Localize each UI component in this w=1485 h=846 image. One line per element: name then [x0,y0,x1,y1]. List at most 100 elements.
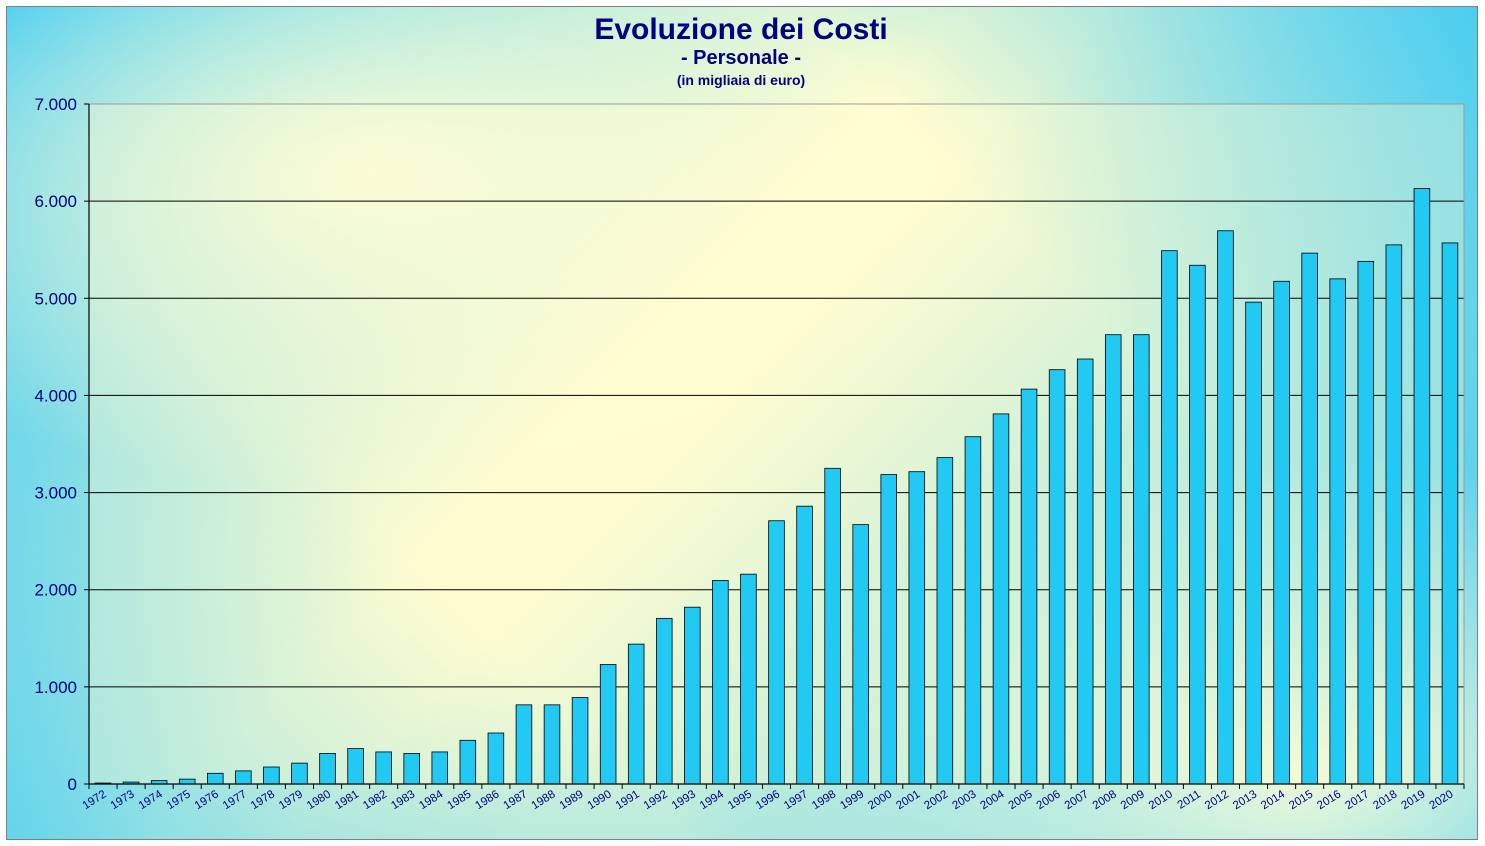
bar-2001 [908,471,926,785]
x-tick-label: 2017 [1343,788,1371,812]
bar-2003 [964,436,982,785]
x-tick-label: 2015 [1287,788,1315,812]
x-tick-label: 1993 [670,788,698,812]
bar-2014 [1273,280,1290,785]
y-tick-label: 5.000 [34,289,77,308]
x-tick-label: 2009 [1119,788,1147,812]
bar-1976 [207,772,224,785]
y-tick-label: 6.000 [34,192,77,211]
x-tick-label: 1986 [473,788,501,812]
x-tick-label: 1976 [193,788,221,812]
bar-2012 [1217,230,1234,785]
bar-1999 [852,524,869,785]
bar-1994 [712,580,729,785]
bar-1978 [263,766,280,785]
x-tick-label: 2004 [979,788,1008,812]
x-tick-label: 1989 [558,788,586,812]
x-tick-label: 1972 [81,788,109,812]
bar-1986 [487,732,505,785]
x-tick-label: 1992 [642,788,670,812]
bar-1998 [824,467,841,785]
x-tick-label: 2010 [1147,788,1175,812]
bar-1990 [599,664,617,785]
bar-1979 [291,762,308,785]
x-tick-label: 1987 [501,788,529,812]
x-tick-label: 1997 [782,788,810,812]
x-tick-label: 2019 [1399,788,1427,812]
y-tick-label: 4.000 [34,386,77,405]
x-tick-label: 1985 [445,788,473,812]
x-tick-label: 1995 [726,788,754,812]
x-tick-label: 1977 [221,788,249,812]
y-tick-label: 7.000 [34,95,77,114]
bar-chart: Evoluzione dei Costi - Personale - (in m… [34,13,1465,812]
x-tick-label: 1982 [361,788,389,812]
x-tick-label: 2014 [1259,788,1288,812]
x-tick-label: 1984 [417,788,446,812]
bar-1997 [796,505,813,785]
x-tick-label: 1981 [333,788,361,812]
bar-1991 [627,643,645,785]
x-tick-label: 2003 [950,788,978,812]
x-tick-label: 2013 [1231,788,1259,812]
x-tick-label: 1996 [754,788,782,812]
bar-2006 [1048,369,1066,785]
y-tick-label: 3.000 [34,484,77,503]
x-tick-label: 1978 [249,788,277,812]
bar-1981 [347,748,364,785]
bar-2018 [1385,244,1403,785]
bar-2009 [1133,334,1150,785]
bar-2005 [1020,388,1038,785]
x-tick-label: 1980 [305,788,333,812]
bar-1992 [656,617,673,785]
x-tick-label: 2016 [1315,788,1343,812]
x-tick-label: 2000 [866,788,894,812]
x-tick-label: 1998 [810,788,838,812]
chart-title: Evoluzione dei Costi [594,13,887,46]
x-tick-label: 2020 [1427,788,1455,812]
bar-1987 [515,704,533,785]
bar-2016 [1329,278,1346,785]
bar-2019 [1413,188,1431,785]
bar-2008 [1104,334,1122,785]
x-tick-label: 1983 [389,788,417,812]
y-tick-label: 2.000 [34,581,77,600]
bar-2013 [1245,301,1262,785]
bar-1975 [178,778,196,785]
bar-1995 [740,573,757,785]
bar-1989 [571,697,589,785]
x-tick-label: 2007 [1063,788,1091,812]
bar-2000 [880,474,898,785]
bar-1985 [459,739,477,785]
bar-2004 [992,413,1010,785]
bar-1980 [319,753,336,785]
bar-2010 [1161,250,1178,785]
x-tick-label: 1974 [137,788,166,812]
chart-frame: Evoluzione dei Costi - Personale - (in m… [6,6,1478,840]
bar-1993 [684,606,701,785]
x-tick-label: 2002 [922,788,950,812]
bar-1984 [431,751,449,785]
bar-2015 [1301,252,1318,785]
y-tick-label: 0 [68,775,77,794]
bar-1977 [235,770,252,785]
bar-1988 [543,704,561,785]
x-tick-label: 1994 [698,788,727,812]
plot-area: 0 1.000 2.000 3.000 4.000 5.000 6.000 7.000 1972… [34,95,1465,812]
x-tick-label: 2005 [1007,788,1035,812]
x-tick-label: 2008 [1091,788,1119,812]
y-tick-label: 1.000 [34,678,77,697]
x-tick-label: 1979 [277,788,305,812]
x-tick-label: 2018 [1371,788,1399,812]
bar-2011 [1189,264,1206,785]
chart-unit-note: (in migliaia di euro) [677,72,805,88]
x-tick-label: 1999 [838,788,866,812]
x-tick-label: 1975 [165,788,193,812]
x-tick-label: 1973 [109,788,137,812]
x-tick-label: 2001 [894,788,922,812]
bar-1983 [403,753,420,785]
bar-1982 [375,751,392,785]
bar-2002 [936,457,954,785]
bar-2007 [1076,358,1094,785]
bar-2017 [1357,260,1375,785]
